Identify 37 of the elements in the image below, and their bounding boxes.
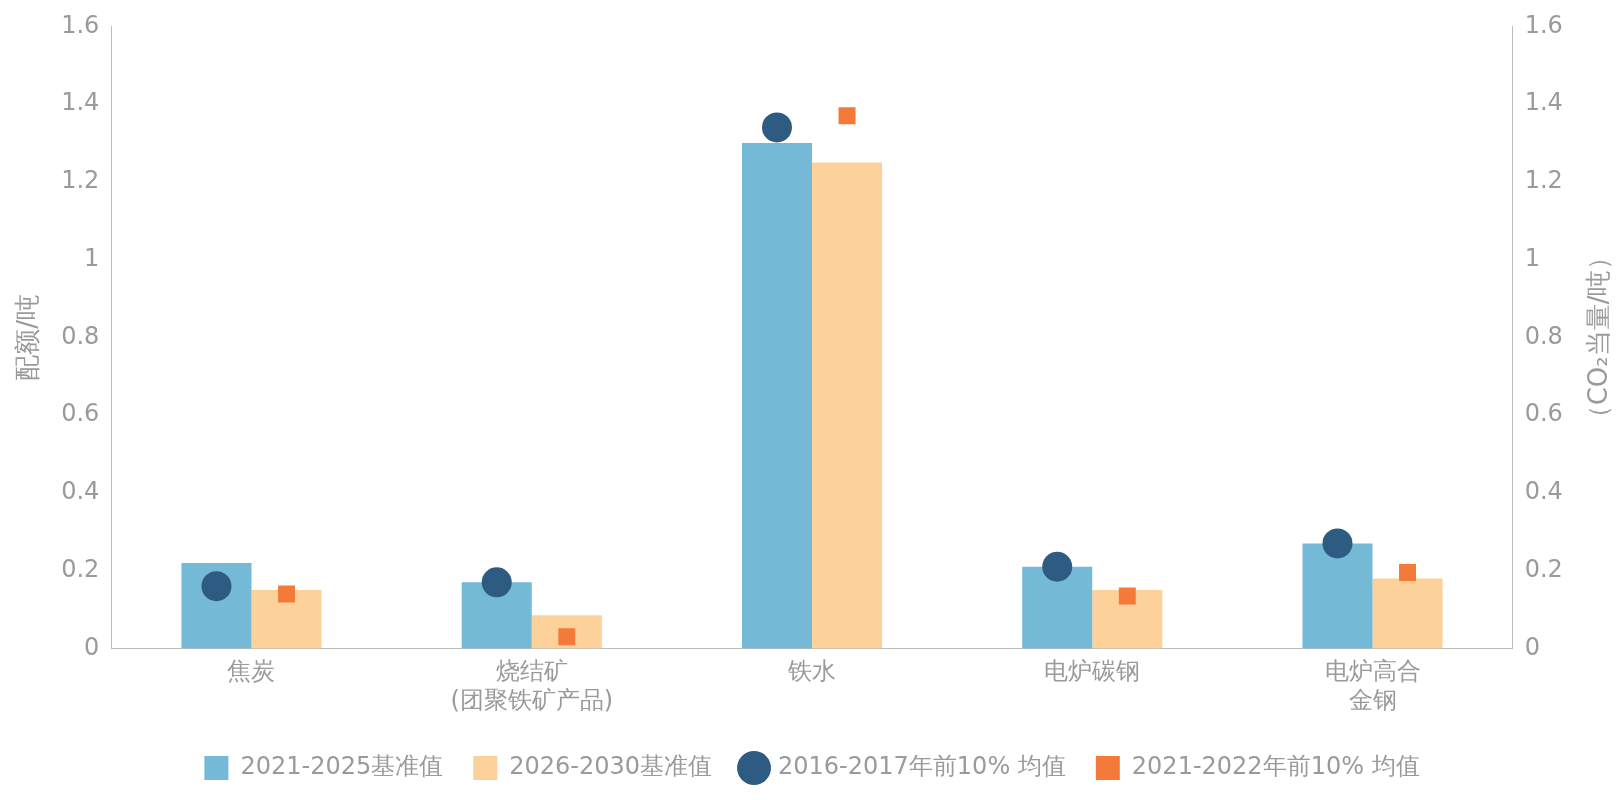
y2-tick-label: 1.4 — [1524, 88, 1563, 117]
bar — [461, 582, 532, 649]
x-tick-label: 电炉高合金钢 — [1324, 657, 1421, 714]
y-tick-label: 0.6 — [61, 399, 100, 428]
bar — [1372, 578, 1443, 649]
y-tick-label: 1 — [84, 243, 100, 272]
x-tick-label: 电炉碳钢 — [1044, 657, 1141, 686]
x-tick-label: 烧结矿 (团聚铁矿产品) — [450, 657, 614, 714]
y2-tick-label: 0.6 — [1524, 399, 1563, 428]
y-tick-label: 0 — [84, 632, 100, 661]
bar — [741, 143, 812, 649]
y2-tick-label: 0.4 — [1524, 477, 1563, 506]
y-tick-label: 0.4 — [61, 477, 100, 506]
x-tick-label: 铁水 — [787, 657, 836, 686]
y-axis-title: 配额/吨 — [12, 294, 43, 381]
y-tick-label: 1.4 — [61, 88, 100, 117]
y-tick-label: 0.2 — [61, 554, 100, 583]
y2-tick-label: 1.2 — [1524, 166, 1563, 195]
y2-tick-label: 0.8 — [1524, 321, 1563, 350]
y2-tick-label: 1.6 — [1524, 10, 1563, 39]
bar — [1092, 590, 1163, 649]
bar — [1302, 543, 1373, 649]
legend-label: 2021-2022年前10% 均值 — [1131, 752, 1420, 781]
x-tick-label: 焦炭 — [227, 657, 276, 686]
y-tick-label: 1.2 — [61, 166, 100, 195]
bar — [812, 162, 883, 649]
y-tick-label: 0.8 — [61, 321, 100, 350]
legend-label: 2016-2017年前10% 均值 — [778, 752, 1066, 781]
bar — [251, 590, 322, 649]
y2-tick-label: 1 — [1524, 243, 1540, 272]
bar — [1022, 566, 1093, 649]
y2-tick-label: 0 — [1524, 632, 1540, 661]
y2-axis-title: （CO₂当量/吨） — [1582, 243, 1613, 432]
legend-label: 2021-2025基准值 — [240, 752, 444, 781]
y2-tick-label: 0.2 — [1524, 554, 1563, 583]
y-tick-label: 1.6 — [61, 10, 100, 39]
legend-label: 2026-2030基准值 — [509, 752, 713, 781]
